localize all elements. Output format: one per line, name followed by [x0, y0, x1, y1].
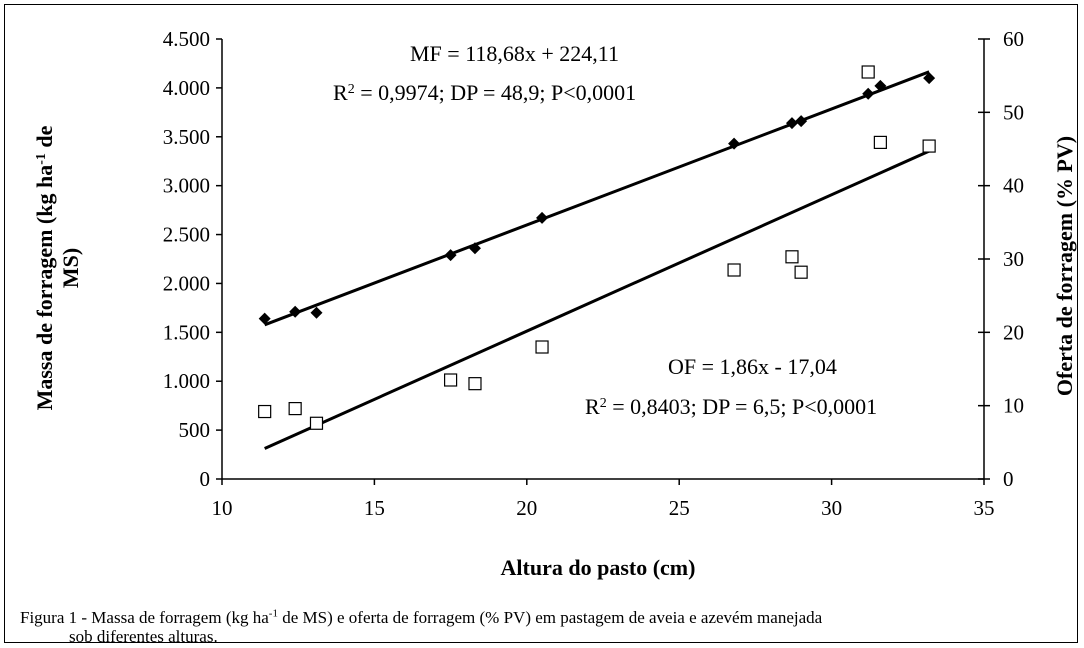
- of-stats: R2 = 0,8403; DP = 6,5; P<0,0001: [585, 394, 877, 419]
- x-axis-title: Altura do pasto (cm): [501, 555, 696, 580]
- data-point-mf: [536, 211, 549, 224]
- mf-equation: MF = 118,68x + 224,11: [410, 41, 619, 66]
- x-tick-label: 10: [212, 496, 233, 520]
- data-point-mf: [258, 312, 271, 325]
- y-tick-label-right: 30: [1003, 247, 1024, 271]
- x-tick-label: 30: [821, 496, 842, 520]
- data-point-of: [468, 377, 482, 391]
- data-point-of: [794, 265, 808, 279]
- data-point-of: [444, 373, 458, 387]
- y-tick-label-left: 2.500: [163, 223, 210, 247]
- data-point-mf: [310, 306, 323, 319]
- y-tick-label-left: 3.500: [163, 125, 210, 149]
- mf-stats: R2 = 0,9974; DP = 48,9; P<0,0001: [333, 80, 636, 105]
- data-point-of: [861, 65, 875, 79]
- y-tick-label-left: 500: [179, 418, 211, 442]
- y-tick-label-right: 0: [1003, 467, 1014, 491]
- data-point-of: [727, 263, 741, 277]
- y-tick-label-left: 3.000: [163, 174, 210, 198]
- trendline-mf: [264, 70, 930, 327]
- data-point-mf: [444, 249, 457, 262]
- chart-labels: MF = 118,68x + 224,11 R2 = 0,9974; DP = …: [32, 41, 1077, 580]
- data-point-of: [922, 139, 936, 153]
- data-point-mf: [468, 242, 481, 255]
- data-point-mf: [874, 79, 887, 92]
- y-tick-label-right: 50: [1003, 100, 1024, 124]
- figure-caption: Figura 1 - Massa de forragem (kg ha-1 de…: [20, 604, 1070, 646]
- y-axis-title-right: Oferta de forragem (% PV): [1052, 136, 1077, 396]
- y-tick-label-right: 10: [1003, 394, 1024, 418]
- data-point-of: [309, 416, 324, 430]
- chart-axes: 05001.0001.5002.0002.5003.0003.5004.0004…: [163, 27, 1024, 520]
- x-tick-label: 35: [974, 496, 995, 520]
- y-tick-label-left: 4.500: [163, 27, 210, 51]
- y-tick-label-right: 20: [1003, 320, 1024, 344]
- data-point-mf: [728, 137, 741, 150]
- data-point-of: [288, 402, 302, 416]
- y-axis-title-left: Massa de forragem (kg ha-1 deMS): [32, 125, 83, 410]
- data-point-of: [873, 135, 887, 149]
- data-point-mf: [862, 87, 875, 100]
- x-tick-label: 20: [516, 496, 537, 520]
- data-point-mf: [795, 115, 808, 128]
- y-tick-label-left: 1.000: [163, 369, 210, 393]
- y-tick-label-left: 1.500: [163, 320, 210, 344]
- x-tick-label: 15: [364, 496, 385, 520]
- chart-marks: [258, 65, 936, 450]
- caption-line-1: Figura 1 - Massa de forragem (kg ha-1 de…: [20, 607, 823, 627]
- of-equation: OF = 1,86x - 17,04: [668, 354, 837, 379]
- trendline-of: [264, 149, 930, 450]
- data-point-mf: [785, 117, 798, 130]
- data-point-mf: [923, 72, 936, 85]
- caption-line-2: sob diferentes alturas.: [69, 626, 218, 646]
- y-tick-label-right: 40: [1003, 174, 1024, 198]
- data-point-mf: [289, 305, 302, 318]
- y-tick-label-left: 2.000: [163, 271, 210, 295]
- y-tick-label-left: 0: [200, 467, 211, 491]
- y-tick-label-left: 4.000: [163, 76, 210, 100]
- figure-frame: [4, 4, 1078, 643]
- data-point-of: [535, 340, 549, 354]
- y-tick-label-right: 60: [1003, 27, 1024, 51]
- data-point-of: [785, 250, 799, 264]
- data-point-of: [258, 404, 272, 419]
- x-tick-label: 25: [669, 496, 690, 520]
